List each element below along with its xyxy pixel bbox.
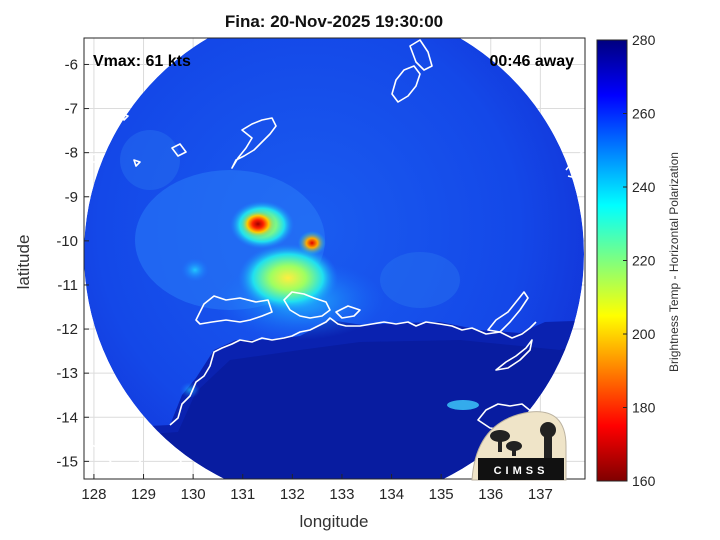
colorbar-tick-label: 180 [632,400,656,416]
vmax-annotation: Vmax: 61 kts [93,53,191,70]
y-tick-label: -10 [56,233,78,250]
x-tick-label: 133 [329,486,354,503]
x-axis-label: longitude [299,512,369,531]
colorbar-ticks: 160 180 200 220 240 260 280 [623,32,656,489]
x-tick-label: 136 [478,486,503,503]
x-tick-label: 135 [429,486,454,503]
logo-text: CIMSS [494,465,549,477]
y-tick-label: -9 [65,189,78,206]
colorbar-tick-label: 220 [632,253,656,269]
time-away-annotation: 00:46 away [489,53,574,70]
colorbar-tick-label: 260 [632,106,656,122]
colorbar [596,39,628,482]
microwave-swath [84,38,584,479]
coastline-crocker [335,305,361,319]
plot-title: Fina: 20-Nov-2025 19:30:00 [224,12,444,31]
y-tick-label: -12 [56,321,78,338]
y-tick-label: -14 [56,409,78,426]
y-tick-label: -6 [65,56,78,73]
cimss-logo: CIMSS [471,411,567,481]
y-tick-label: -13 [56,365,78,382]
x-tick-label: 129 [131,486,156,503]
axes-frame [83,37,586,480]
x-tick-label: 128 [81,486,106,503]
colorbar-tick-label: 240 [632,179,656,195]
coastline-wetar [391,65,421,103]
coastline-alor [409,39,433,71]
colorbar-label: Brightness Temp - Horizontal Polarizatio… [667,152,681,372]
y-tick-label: -7 [65,101,78,118]
x-tick-label: 134 [379,486,404,503]
coastline-tiwi-islands [195,295,273,325]
axis-ticks: 128 129 130 131 132 133 134 135 136 137 -6 -7 -8 -9 -1… [56,56,553,503]
colorbar-tick-label: 280 [632,32,656,48]
coastline-gove [495,339,533,371]
coastline-east-islands [487,291,529,333]
coastline-arnhem-land [169,317,537,426]
x-tick-label: 132 [280,486,305,503]
y-axis-label: latitude [14,234,33,290]
y-tick-label: -8 [65,145,78,162]
coastline-kimberley [84,439,187,473]
y-tick-label: -15 [56,453,78,470]
y-tick-label: -11 [57,277,78,294]
coastline-small-islands [85,113,187,167]
x-tick-label: 137 [528,486,553,503]
coastlines [84,39,585,473]
x-tick-label: 130 [181,486,206,503]
coastline-cobourg [283,291,331,319]
colorbar-tick-label: 160 [632,473,656,489]
x-tick-label: 131 [230,486,255,503]
coastline-timor-east [231,117,277,169]
coastline-cape-york [565,149,585,179]
colorbar-tick-label: 200 [632,326,656,342]
